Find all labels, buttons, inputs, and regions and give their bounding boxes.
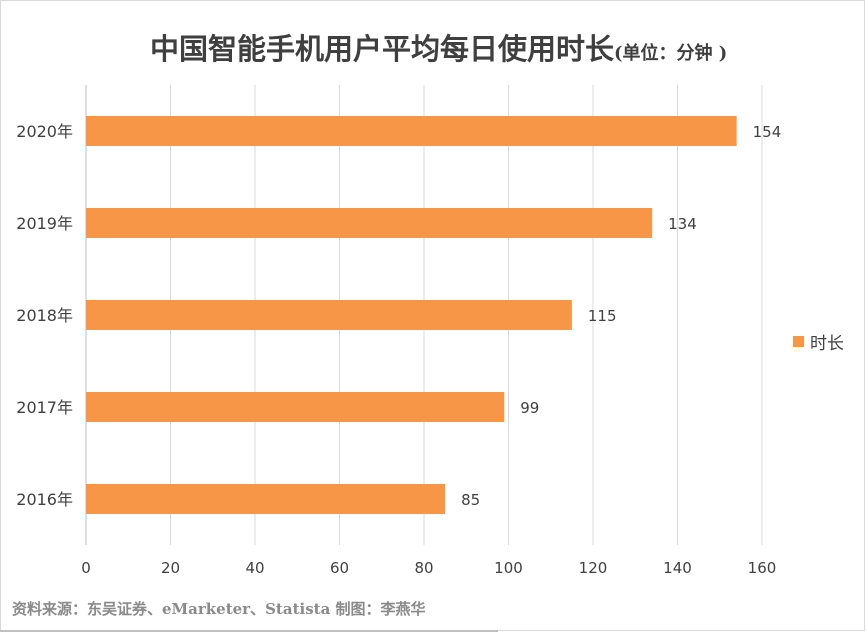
data-label: 99 (520, 399, 539, 417)
x-tick-label: 160 (748, 559, 777, 577)
category-label: 2018年 (16, 306, 73, 325)
data-label: 85 (461, 491, 480, 509)
bar (86, 392, 505, 422)
x-tick-label: 20 (161, 559, 180, 577)
x-tick-label: 80 (414, 559, 433, 577)
data-label: 134 (668, 215, 697, 233)
source-note: 资料来源：东吴证券、eMarketer、Statista 制图：李燕华 (12, 600, 426, 618)
chart-title-main: 中国智能手机用户平均每日使用时长 (150, 32, 615, 66)
x-tick-label: 40 (245, 559, 264, 577)
bar (86, 116, 737, 146)
legend-label: 时长 (810, 334, 844, 354)
x-tick-label: 120 (579, 559, 608, 577)
source-rule (0, 630, 498, 632)
chart-title: 中国智能手机用户平均每日使用时长(单位：分钟 ) (150, 26, 727, 68)
category-label: 2016年 (16, 490, 73, 509)
legend: 时长 (793, 329, 844, 354)
x-tick-label: 140 (663, 559, 692, 577)
bar (86, 208, 653, 238)
data-label: 115 (588, 307, 617, 325)
x-tick-label: 100 (494, 559, 523, 577)
category-label: 2017年 (16, 398, 73, 417)
x-tick-label: 60 (330, 559, 349, 577)
x-tick-label: 0 (81, 559, 91, 577)
category-label: 2019年 (16, 214, 73, 233)
bar (86, 484, 446, 514)
bar (86, 300, 572, 330)
legend-swatch (793, 336, 804, 347)
category-label: 2020年 (16, 122, 73, 141)
data-label: 154 (753, 123, 782, 141)
chart-title-unit: (单位：分钟 ) (614, 43, 728, 64)
